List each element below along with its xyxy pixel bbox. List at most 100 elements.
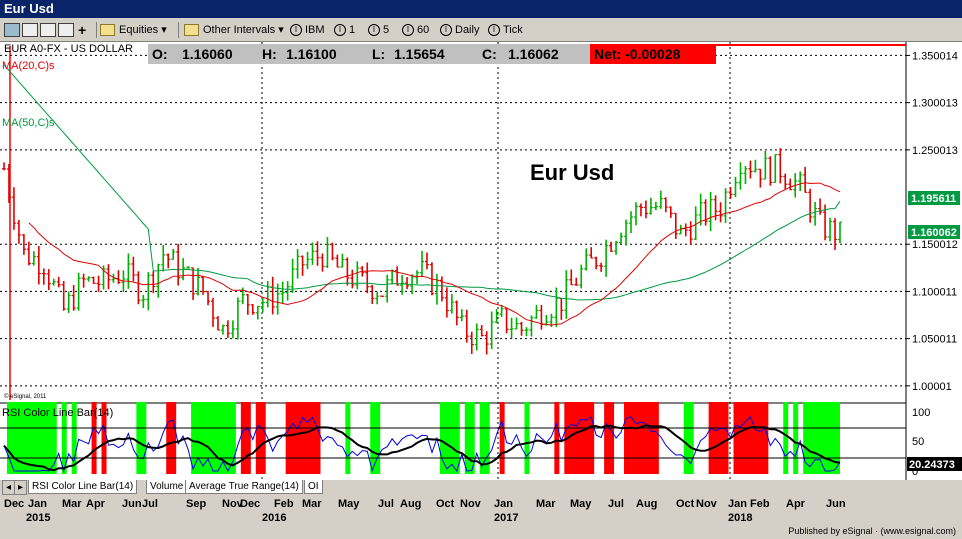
rsi-zone-band: [783, 402, 789, 474]
price-tick-label: 1.250013: [912, 145, 958, 157]
window-titlebar: Eur Usd: [0, 0, 962, 18]
price-tick-label: 1.300013: [912, 98, 958, 110]
rsi-tick-50: 50: [912, 436, 924, 448]
price-chart[interactable]: EUR A0-FX - US DOLLAR O: 1.16060 H: 1.16…: [0, 42, 962, 526]
rsi-zone-band: [683, 402, 694, 474]
month-tick-label: Mar: [536, 498, 556, 510]
month-tick-label: Mar: [62, 498, 82, 510]
interval-daily-button[interactable]: I Daily: [440, 22, 479, 38]
year-tick-label: 2016: [262, 512, 286, 524]
rsi-smoothed-line: [3, 424, 841, 472]
indicator-tabs: ◂ ▸ RSI Color Line Bar(14) Volume Averag…: [0, 480, 905, 495]
interval-tick-button[interactable]: I Tick: [488, 22, 523, 38]
tab-volume[interactable]: Volume: [146, 480, 188, 494]
rsi-tick-100: 100: [912, 407, 930, 419]
folder-icon: [100, 24, 115, 37]
symbol-type-dropdown[interactable]: Equities ▾: [100, 22, 167, 38]
rsi-zone-band: [91, 402, 97, 474]
properties-icon[interactable]: [58, 22, 74, 38]
rsi-zone-band: [101, 402, 107, 474]
month-tick-label: Feb: [274, 498, 294, 510]
link-icon[interactable]: [4, 22, 20, 38]
rsi-zone-band: [464, 402, 475, 474]
month-tick-label: Jan: [494, 498, 513, 510]
last-price-badge-text: 1.160062: [911, 227, 957, 239]
month-tick-label: Dec: [4, 498, 24, 510]
rsi-zone-band: [71, 402, 77, 474]
rsi-zone-band: [240, 402, 251, 474]
price-tick-label: 1.00001: [912, 381, 952, 393]
month-tick-label: Jul: [608, 498, 624, 510]
net-badge: [590, 44, 716, 64]
footer-text: Published by eSignal · (www.esignal.com): [788, 526, 956, 536]
month-tick-label: Aug: [636, 498, 657, 510]
net-value: Net: -0.00028: [594, 46, 681, 62]
price-tick-label: 1.150012: [912, 239, 958, 251]
rsi-zone-band: [624, 402, 659, 474]
folder-icon: [184, 24, 199, 37]
ma20-legend: MA(20,C)s: [2, 60, 55, 72]
rsi-zone-band: [439, 402, 460, 474]
intervals-dropdown[interactable]: Other Intervals ▾: [184, 22, 284, 38]
ma20-line: [28, 182, 841, 326]
price-tick-label: 1.050011: [912, 334, 957, 346]
low-label: L:: [372, 46, 385, 62]
symbol-label: EUR A0-FX - US DOLLAR: [4, 43, 133, 55]
month-tick-label: Nov: [460, 498, 482, 510]
quote-bar: [148, 44, 590, 64]
rsi-zone-band: [191, 402, 236, 474]
month-tick-label: May: [570, 498, 592, 510]
rsi-zone-band: [733, 402, 769, 474]
rsi-zone-band: [479, 402, 490, 474]
tab-atr[interactable]: Average True Range(14): [185, 480, 303, 494]
window-title: Eur Usd: [4, 1, 54, 16]
rsi-zone-band: [793, 402, 799, 474]
month-tick-label: Jun: [826, 498, 846, 510]
tab-oi[interactable]: OI: [304, 480, 323, 494]
rsi-zone-band: [604, 402, 615, 474]
rsi-zone-band: [499, 402, 505, 474]
month-tick-label: Aug: [400, 498, 421, 510]
rsi-zone-band: [554, 402, 560, 474]
copyright-label: © eSignal, 2011: [4, 393, 47, 400]
rsi-zone-band: [370, 402, 381, 474]
open-value: 1.16060: [182, 46, 233, 62]
year-tick-label: 2015: [26, 512, 50, 524]
chart-annotation: Eur Usd: [530, 160, 614, 185]
month-tick-label: Apr: [86, 498, 106, 510]
symbol-ibm-button[interactable]: I IBM: [290, 22, 325, 38]
rsi-value-badge: [907, 457, 962, 471]
month-tick-label: Nov: [222, 498, 244, 510]
rsi-value-badge-text: 20.24373: [909, 459, 955, 471]
month-tick-label: Jan: [28, 498, 47, 510]
rsi-zone-band: [61, 402, 67, 474]
month-tick-label: Nov: [696, 498, 718, 510]
price-axis-area: [906, 42, 962, 480]
high-value: 1.16100: [286, 46, 337, 62]
add-icon[interactable]: +: [78, 22, 87, 38]
rsi-zone-band: [166, 402, 177, 474]
year-tick-label: 2018: [728, 512, 752, 524]
month-tick-label: Apr: [786, 498, 806, 510]
close-label: C:: [482, 46, 497, 62]
rsi-zone-band: [255, 402, 266, 474]
month-tick-label: Feb: [750, 498, 770, 510]
rsi-zone-band: [136, 402, 147, 474]
month-tick-label: Mar: [302, 498, 322, 510]
ma50-line: [3, 64, 841, 301]
tab-rsi[interactable]: RSI Color Line Bar(14): [28, 480, 138, 494]
tab-scroll-right[interactable]: ▸: [14, 480, 28, 495]
open-label: O:: [152, 46, 168, 62]
month-tick-label: Dec: [240, 498, 260, 510]
interval-60-button[interactable]: I 60: [402, 22, 429, 38]
month-tick-label: Oct: [436, 498, 455, 510]
rsi-zone-band: [285, 402, 321, 474]
rsi-tick-0: 0: [912, 466, 918, 478]
rsi-zone-band: [524, 402, 530, 474]
layout-icon[interactable]: [22, 22, 38, 38]
print-icon[interactable]: [40, 22, 56, 38]
